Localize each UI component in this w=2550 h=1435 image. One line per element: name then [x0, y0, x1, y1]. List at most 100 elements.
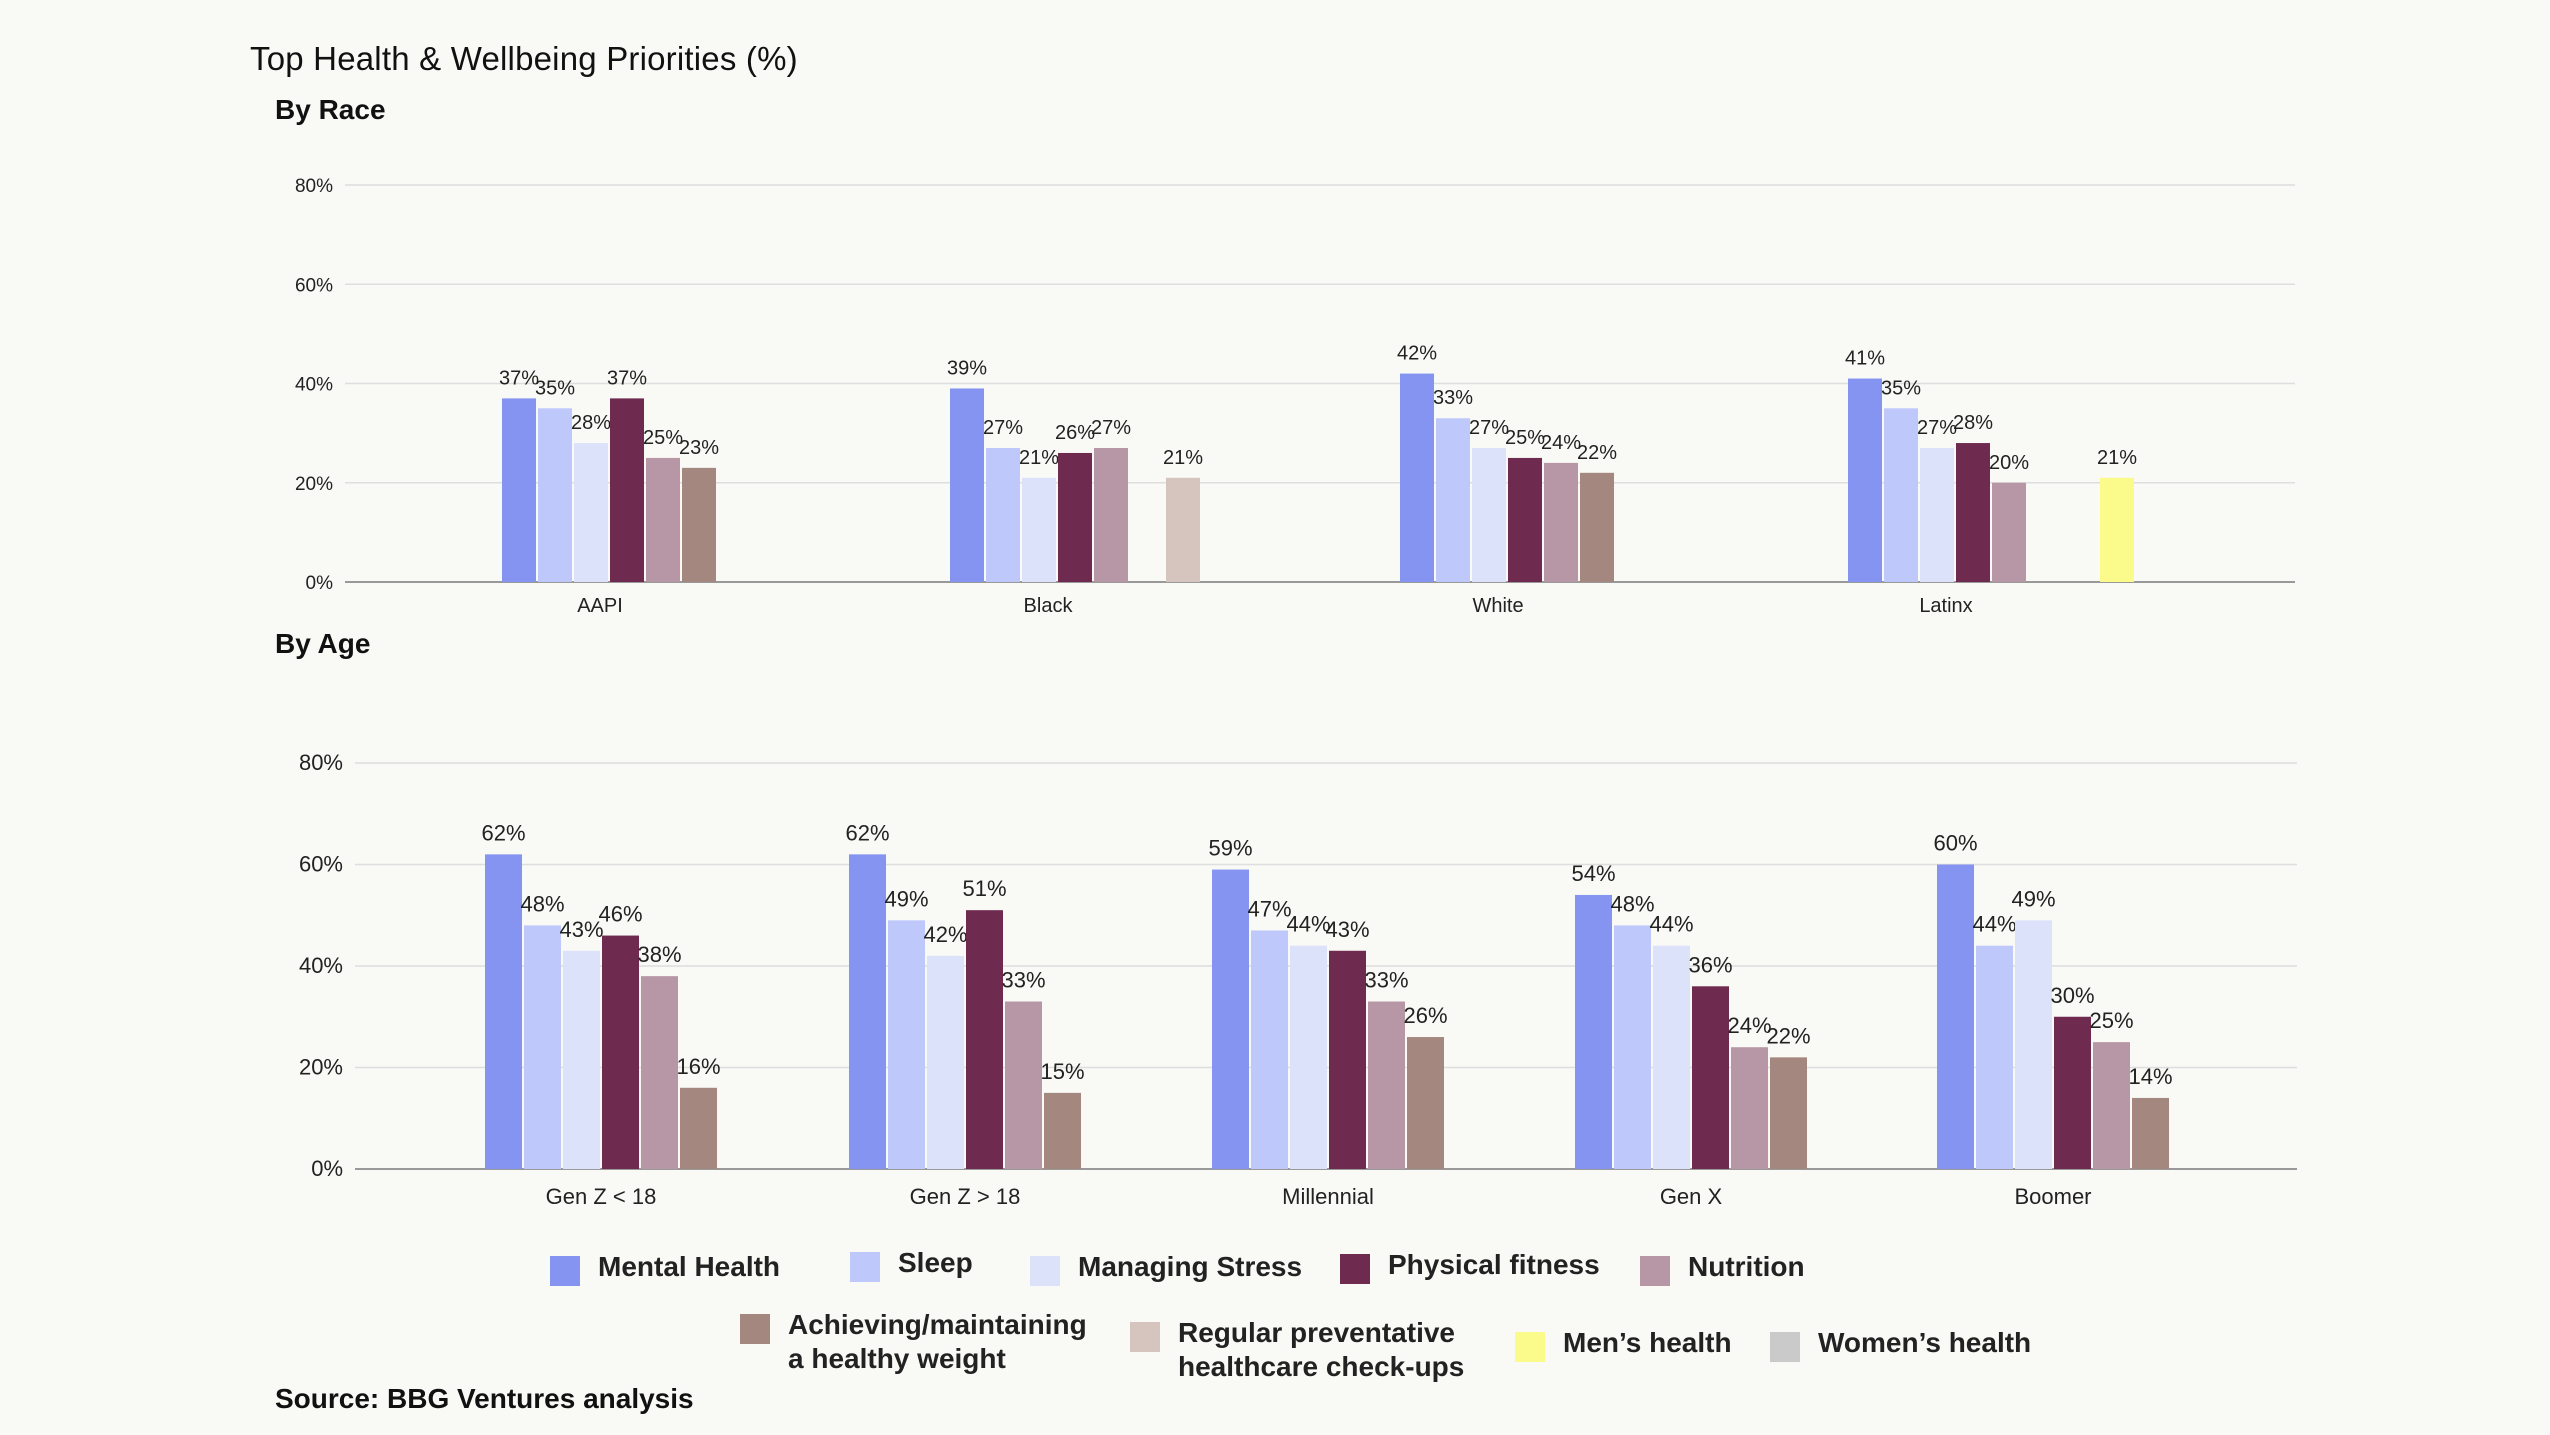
legend-label: Managing Stress: [1078, 1251, 1303, 1282]
bar-nutrition: [1731, 1047, 1768, 1169]
bar-healthy-weight: [1044, 1092, 1081, 1169]
bar-managing-stress: [2015, 920, 2052, 1169]
bar-nutrition: [2093, 1042, 2130, 1169]
bar-value-label: 42%: [923, 922, 967, 947]
bar-value-label: 36%: [1688, 952, 1732, 977]
physical-fitness-swatch: [1340, 1254, 1370, 1284]
legend-item-preventative: Regular preventative healthcare check-up…: [1130, 1316, 1464, 1384]
bar-managing-stress: [563, 950, 600, 1169]
bar-value-label: 39%: [947, 357, 987, 379]
managing-stress-swatch: [1030, 1256, 1060, 1286]
bar-healthy-weight: [2132, 1097, 2169, 1169]
bar-value-label: 48%: [1610, 891, 1654, 916]
race-y-tick-label: 40%: [295, 375, 333, 396]
bar-value-label: 27%: [983, 417, 1023, 439]
bar-value-label: 49%: [2011, 886, 2055, 911]
bar-sleep: [1976, 945, 2013, 1169]
legend-item-healthy-weight: Achieving/maintaining a healthy weight: [740, 1308, 1087, 1376]
age-y-tick-label: 0%: [311, 1156, 343, 1181]
bar-value-label: 38%: [637, 942, 681, 967]
bar-nutrition: [1005, 1001, 1042, 1169]
bar-value-label: 26%: [1055, 422, 1095, 444]
age-chart: 0%20%40%60%80%62%48%43%46%38%16%Gen Z < …: [299, 750, 2297, 1209]
bar-value-label: 54%: [1571, 861, 1615, 886]
legend-label: Men’s health: [1563, 1327, 1732, 1358]
bar-value-label: 42%: [1397, 343, 1437, 365]
legend-item-womens-health: Women’s health: [1770, 1326, 2031, 1362]
bar-value-label: 48%: [520, 891, 564, 916]
bar-mental-health: [1937, 864, 1974, 1169]
bar-mental-health: [502, 398, 536, 582]
bar-physical-fitness: [2054, 1016, 2091, 1169]
bar-managing-stress: [1022, 477, 1056, 582]
bar-managing-stress: [927, 955, 964, 1169]
bar-healthy-weight: [680, 1087, 717, 1169]
bar-value-label: 41%: [1845, 348, 1885, 370]
bar-managing-stress: [1653, 945, 1690, 1169]
bar-value-label: 27%: [1469, 417, 1509, 439]
bar-value-label: 37%: [499, 367, 539, 389]
legend-item-nutrition: Nutrition: [1640, 1250, 1805, 1286]
bar-physical-fitness: [610, 398, 644, 582]
legend-item-sleep: Sleep: [850, 1246, 973, 1282]
bar-healthy-weight: [1770, 1057, 1807, 1169]
bar-value-label: 24%: [1727, 1013, 1771, 1038]
bar-mental-health: [485, 854, 522, 1169]
bar-value-label: 33%: [1433, 387, 1473, 409]
bar-value-label: 44%: [1286, 912, 1330, 937]
bar-value-label: 49%: [884, 886, 928, 911]
bar-physical-fitness: [1692, 986, 1729, 1169]
preventative-swatch: [1130, 1322, 1160, 1352]
bar-sleep: [986, 448, 1020, 582]
bar-physical-fitness: [966, 910, 1003, 1169]
race-category-label: AAPI: [577, 595, 623, 617]
bar-value-label: 22%: [1766, 1023, 1810, 1048]
bar-preventative: [1166, 477, 1200, 582]
mental-health-swatch: [550, 1256, 580, 1286]
age-category-label: Boomer: [2014, 1184, 2091, 1209]
bar-value-label: 25%: [643, 427, 683, 449]
bar-physical-fitness: [1058, 452, 1092, 582]
bar-nutrition: [1992, 482, 2026, 582]
race-y-tick-label: 60%: [295, 275, 333, 296]
bar-value-label: 28%: [1953, 412, 1993, 434]
bar-value-label: 33%: [1364, 968, 1408, 993]
bar-managing-stress: [574, 443, 608, 582]
age-chart-title: By Age: [275, 628, 371, 659]
page-title: Top Health & Wellbeing Priorities (%): [250, 40, 798, 77]
bar-sleep: [1614, 925, 1651, 1169]
legend-item-mental-health: Mental Health: [550, 1250, 780, 1286]
bar-value-label: 46%: [598, 902, 642, 927]
legend-item-mens-health: Men’s health: [1515, 1326, 1732, 1362]
bar-mental-health: [1212, 869, 1249, 1169]
legend-item-managing-stress: Managing Stress: [1030, 1250, 1302, 1286]
bar-value-label: 35%: [535, 377, 575, 399]
bar-value-label: 37%: [607, 367, 647, 389]
bar-mental-health: [1400, 373, 1434, 582]
bar-physical-fitness: [1329, 950, 1366, 1169]
bar-sleep: [524, 925, 561, 1169]
bar-nutrition: [1544, 462, 1578, 582]
bar-sleep: [1251, 930, 1288, 1169]
source-note: Source: BBG Ventures analysis: [275, 1383, 694, 1414]
age-category-label: Millennial: [1282, 1184, 1374, 1209]
bar-value-label: 27%: [1917, 417, 1957, 439]
age-y-tick-label: 80%: [299, 750, 343, 775]
bar-value-label: 47%: [1247, 896, 1291, 921]
bar-value-label: 51%: [962, 876, 1006, 901]
bar-value-label: 15%: [1040, 1059, 1084, 1084]
bar-healthy-weight: [1407, 1037, 1444, 1169]
bar-value-label: 30%: [2050, 983, 2094, 1008]
legend-item-physical-fitness: Physical fitness: [1340, 1248, 1600, 1284]
bar-physical-fitness: [1508, 457, 1542, 582]
race-y-tick-label: 20%: [295, 474, 333, 495]
bar-mens-health: [2100, 477, 2134, 582]
bar-value-label: 21%: [2097, 447, 2137, 469]
bar-value-label: 28%: [571, 412, 611, 434]
bar-mental-health: [950, 388, 984, 582]
bar-value-label: 44%: [1972, 912, 2016, 937]
bar-value-label: 23%: [679, 437, 719, 459]
race-y-tick-label: 80%: [295, 176, 333, 197]
bar-nutrition: [641, 976, 678, 1169]
bar-sleep: [1436, 418, 1470, 582]
